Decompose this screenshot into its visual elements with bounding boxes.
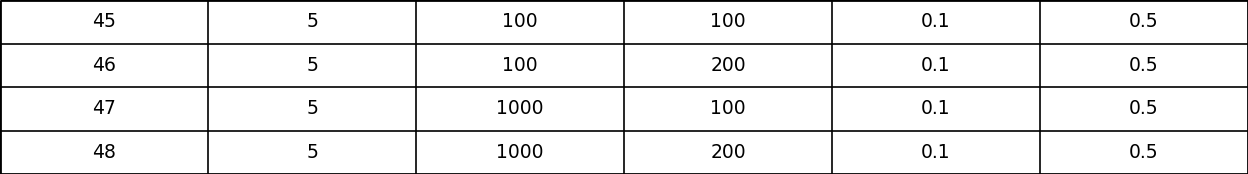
- Text: 45: 45: [92, 12, 116, 31]
- Text: 5: 5: [306, 143, 318, 162]
- Text: 100: 100: [502, 56, 538, 75]
- Text: 0.1: 0.1: [921, 143, 951, 162]
- Text: 46: 46: [92, 56, 116, 75]
- Text: 100: 100: [710, 12, 746, 31]
- Text: 200: 200: [710, 56, 746, 75]
- Text: 5: 5: [306, 99, 318, 118]
- Text: 5: 5: [306, 56, 318, 75]
- Text: 100: 100: [502, 12, 538, 31]
- Text: 0.1: 0.1: [921, 56, 951, 75]
- Text: 100: 100: [710, 99, 746, 118]
- Text: 0.1: 0.1: [921, 12, 951, 31]
- Text: 48: 48: [92, 143, 116, 162]
- Text: 0.5: 0.5: [1129, 99, 1159, 118]
- Text: 0.1: 0.1: [921, 99, 951, 118]
- Text: 1000: 1000: [497, 143, 544, 162]
- Text: 47: 47: [92, 99, 116, 118]
- Text: 0.5: 0.5: [1129, 143, 1159, 162]
- Text: 1000: 1000: [497, 99, 544, 118]
- Text: 5: 5: [306, 12, 318, 31]
- Text: 200: 200: [710, 143, 746, 162]
- Text: 0.5: 0.5: [1129, 12, 1159, 31]
- Text: 0.5: 0.5: [1129, 56, 1159, 75]
